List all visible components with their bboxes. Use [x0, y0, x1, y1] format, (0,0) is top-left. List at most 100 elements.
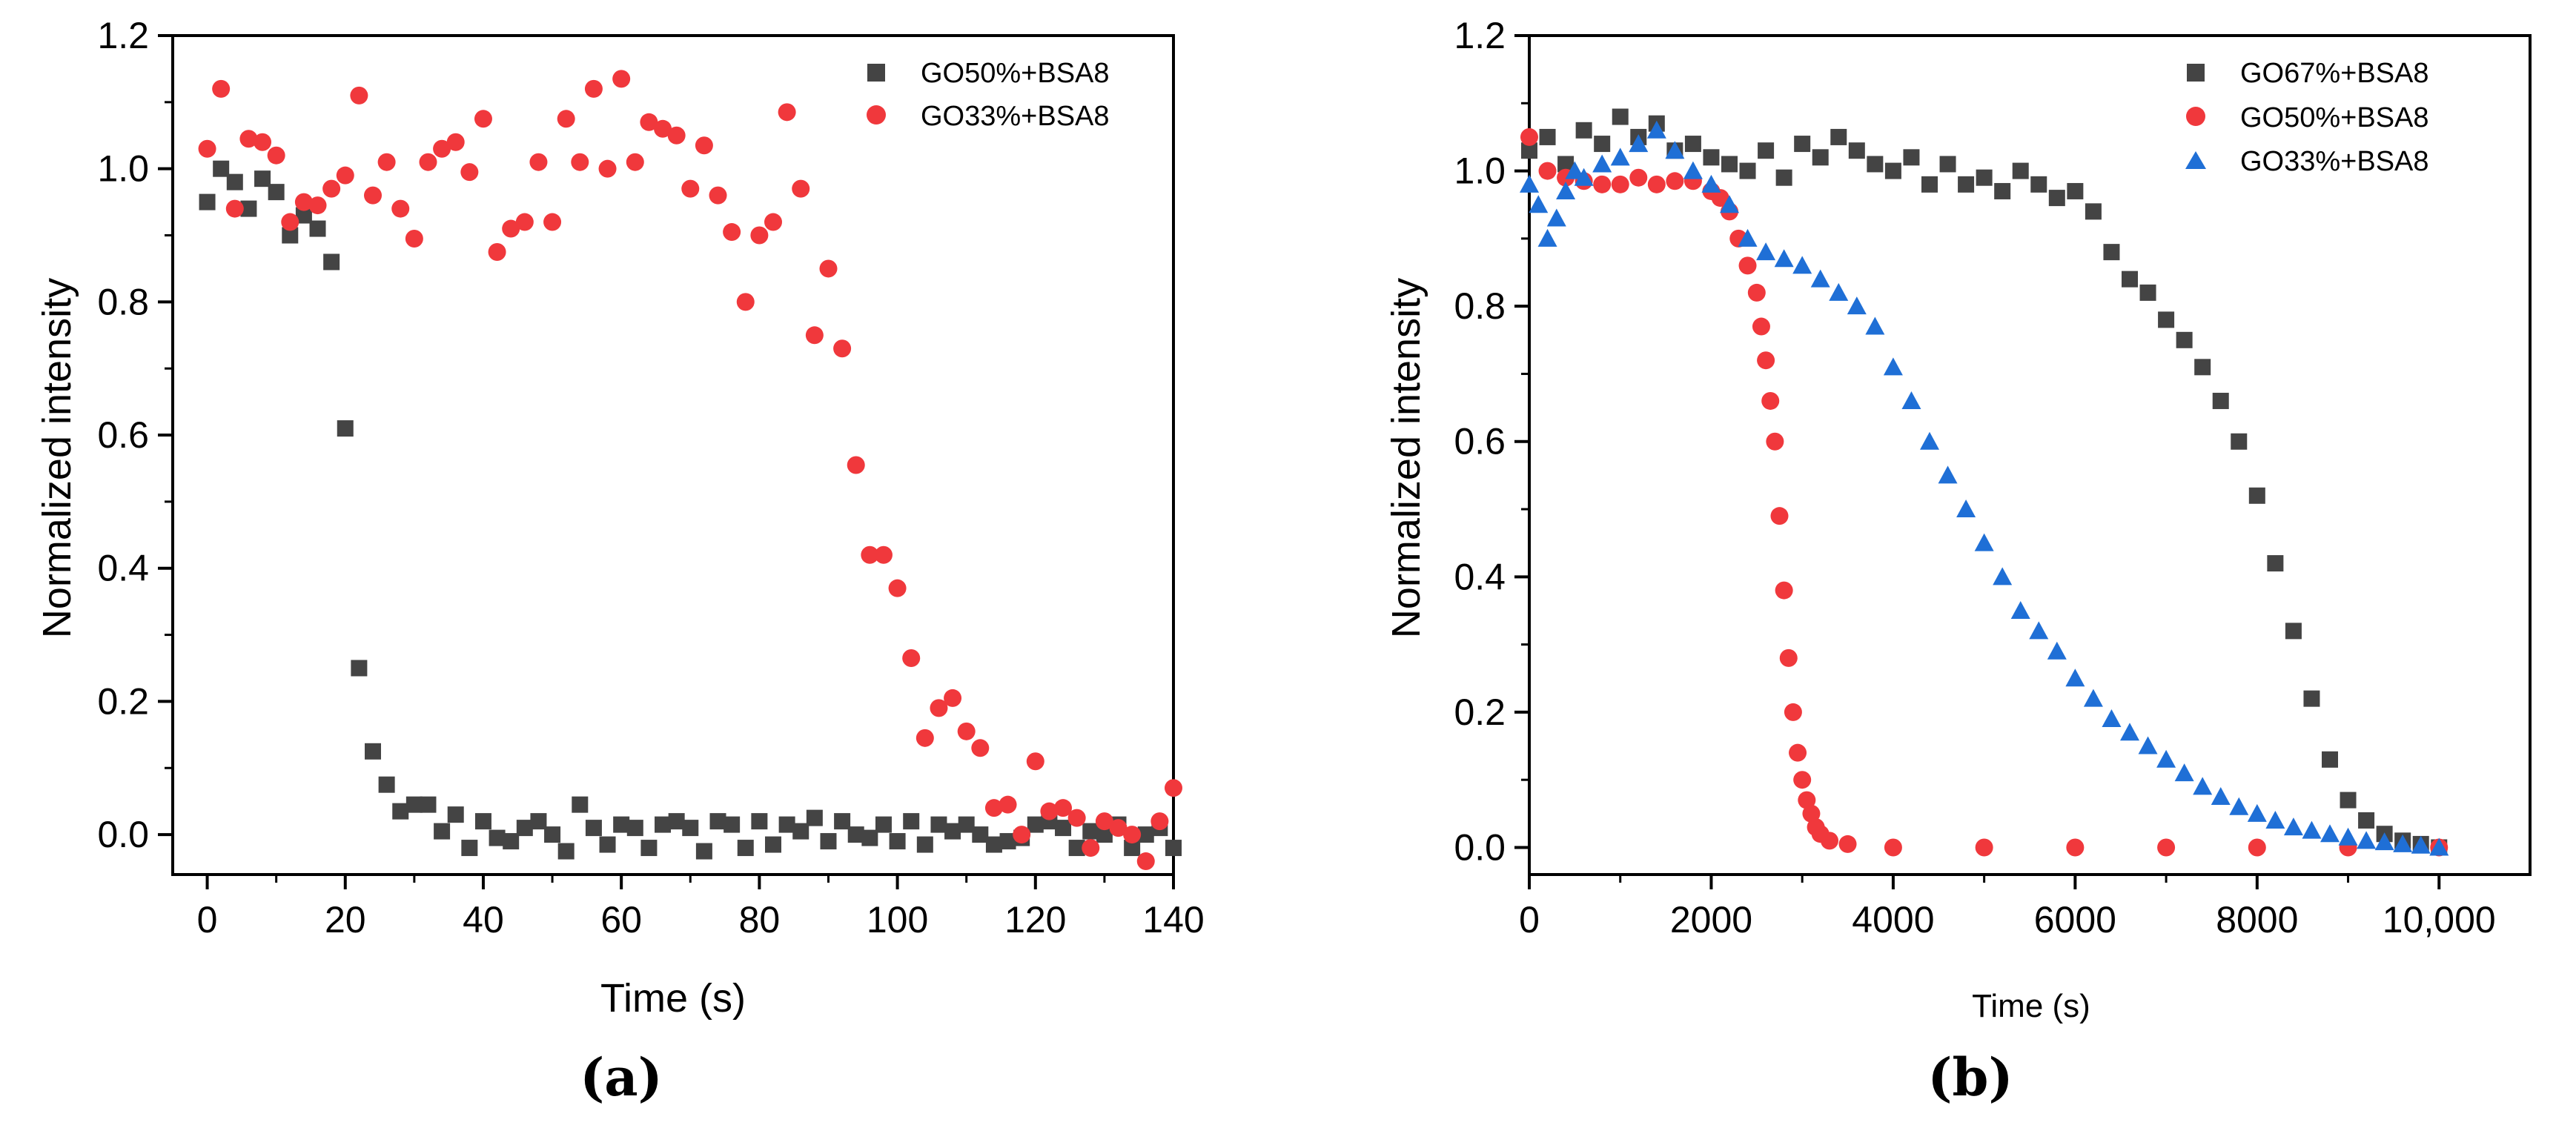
panel-b-legend-marker-go33 — [2185, 151, 2206, 169]
y-tick-label: 0.4 — [97, 548, 149, 589]
data-point — [1646, 120, 1666, 139]
panel-a-y-axis-label: Normalized intensity — [35, 278, 79, 638]
data-point — [2085, 203, 2102, 220]
data-point — [915, 729, 934, 747]
panel-b-y-axis-label: Normalized intensity — [1384, 278, 1428, 638]
data-point — [1976, 169, 1993, 186]
data-point — [240, 200, 257, 217]
data-point — [2267, 555, 2284, 572]
panel-b-x-axis-label: Time (s) — [1972, 988, 2090, 1024]
data-point — [267, 146, 285, 165]
data-point — [405, 230, 423, 248]
data-point — [655, 816, 672, 833]
data-point — [1539, 128, 1556, 145]
data-point — [626, 820, 643, 837]
data-point — [765, 836, 781, 853]
panel-a-chart: 0.0 0.2 0.4 0.6 0.8 1.0 1.2 0 20 40 60 80 100 120 140… — [35, 15, 1205, 1108]
panel-a-legend-label-go33: GO33%+BSA8 — [921, 101, 1110, 132]
data-point — [323, 253, 340, 271]
data-point — [2231, 433, 2248, 450]
data-point — [1794, 136, 1811, 153]
data-point — [1068, 840, 1085, 857]
panel-b-legend-label-go50: GO50%+BSA8 — [2240, 102, 2429, 133]
data-point — [1884, 838, 1902, 857]
data-point — [199, 193, 216, 210]
data-point — [681, 179, 700, 198]
data-point — [1994, 182, 2011, 199]
data-point — [834, 813, 851, 830]
data-point — [626, 153, 644, 171]
y-tick-label: 1.0 — [1454, 150, 1506, 192]
data-point — [709, 186, 727, 205]
data-point — [294, 193, 313, 211]
y-tick-label: 1.0 — [97, 148, 149, 190]
data-point — [806, 809, 823, 826]
data-point — [516, 820, 533, 837]
data-point — [2120, 723, 2139, 741]
data-point — [668, 813, 685, 830]
data-point — [2012, 162, 2029, 179]
data-point — [1921, 176, 1938, 193]
y-tick-label: 0.6 — [97, 414, 149, 456]
data-point — [1975, 838, 1993, 857]
data-point — [2047, 641, 2067, 660]
data-point — [695, 843, 712, 860]
data-point — [1775, 581, 1793, 600]
data-point — [337, 420, 354, 437]
data-point — [420, 796, 437, 813]
data-point — [654, 119, 672, 138]
data-point — [1958, 176, 1975, 193]
data-point — [1757, 351, 1775, 370]
data-point — [2067, 182, 2084, 199]
data-point — [2048, 190, 2065, 207]
data-point — [1594, 136, 1611, 153]
data-point — [1684, 136, 1701, 153]
data-point — [724, 816, 741, 833]
data-point — [1779, 648, 1798, 667]
x-tick-label: 6000 — [2034, 899, 2116, 940]
data-point — [640, 840, 658, 857]
data-point — [1720, 195, 1739, 213]
data-point — [1847, 296, 1867, 315]
data-point — [2340, 792, 2357, 809]
data-point — [434, 823, 451, 840]
data-point — [2283, 817, 2303, 836]
data-point — [1040, 802, 1059, 820]
data-point — [1738, 256, 1757, 275]
data-point — [1974, 533, 1994, 551]
data-point — [1136, 852, 1155, 871]
data-point — [1137, 826, 1154, 843]
data-point — [2193, 777, 2213, 795]
x-tick-label: 40 — [463, 899, 504, 940]
data-point — [239, 130, 258, 148]
data-point — [2247, 803, 2267, 822]
data-point — [667, 126, 686, 145]
panel-b-axis-ticks — [1514, 34, 2441, 889]
x-tick-label: 2000 — [1670, 899, 1752, 940]
data-point — [778, 103, 796, 122]
y-tick-label: 0.8 — [97, 281, 149, 322]
x-tick-label: 4000 — [1852, 899, 1934, 940]
data-point — [2302, 820, 2322, 839]
data-point — [1721, 156, 1738, 173]
data-point — [2010, 600, 2030, 619]
data-point — [1711, 189, 1729, 208]
data-point — [2358, 812, 2375, 829]
data-point — [1810, 269, 1830, 288]
data-point — [2248, 838, 2266, 857]
data-point — [930, 699, 948, 717]
data-point — [861, 829, 878, 846]
data-point — [1055, 820, 1072, 837]
panel-b-legend-marker-go50 — [2186, 107, 2205, 126]
data-point — [474, 813, 491, 830]
data-point — [612, 70, 631, 88]
panel-b-legend: GO67%+BSA8 GO50%+BSA8 GO33%+BSA8 — [2185, 58, 2429, 177]
data-point — [1956, 500, 1976, 518]
data-point — [916, 836, 933, 853]
panel-a-caption: (a) — [580, 1046, 663, 1108]
panel-a-legend-marker-go33 — [867, 105, 886, 125]
panel-b-legend-label-go67: GO67%+BSA8 — [2240, 58, 2429, 89]
data-point — [1629, 134, 1649, 153]
data-point — [391, 199, 410, 218]
